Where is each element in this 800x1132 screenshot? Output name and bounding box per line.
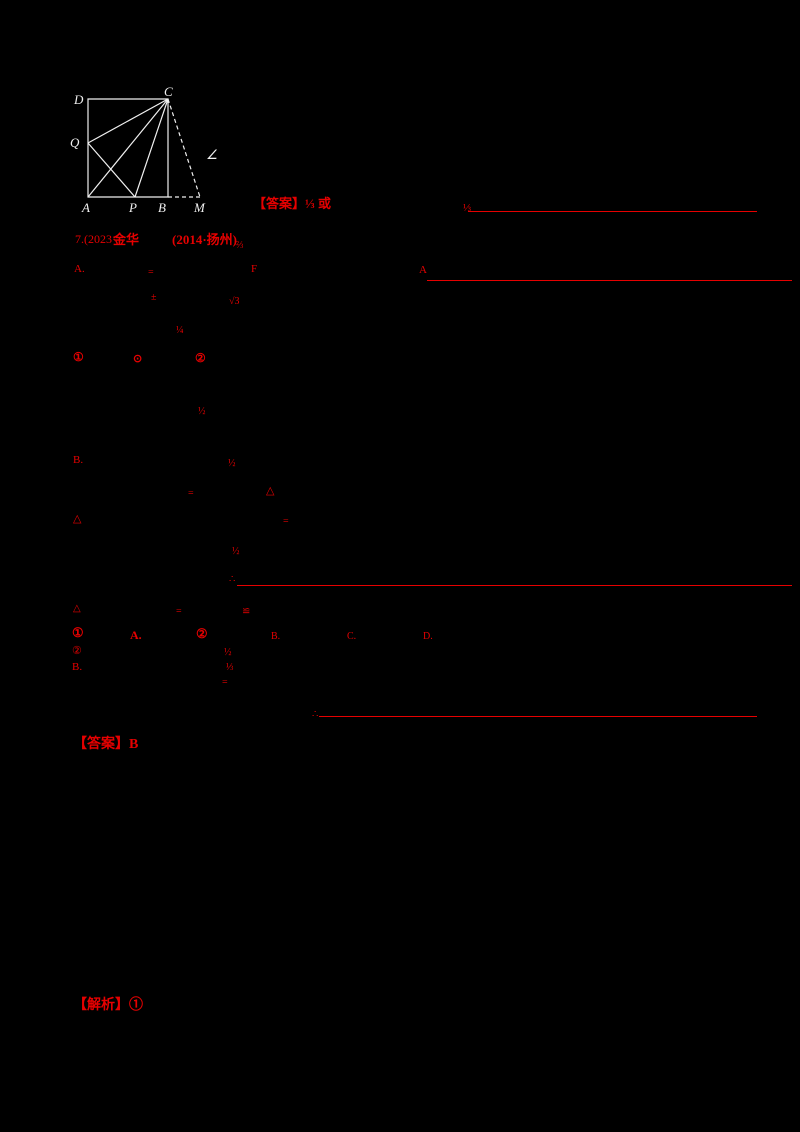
red-underline xyxy=(319,716,757,717)
red-underline xyxy=(427,280,792,281)
figure-lines xyxy=(87,98,201,198)
red-text-fragment: A. xyxy=(74,263,85,275)
red-text-fragment: = xyxy=(188,488,194,499)
red-text-fragment: 【答案】B xyxy=(73,737,139,752)
red-text-fragment: A. xyxy=(130,628,142,642)
red-text-fragment: ∴ xyxy=(229,574,236,585)
red-text-fragment: B. xyxy=(73,454,84,466)
red-text-fragment: A xyxy=(419,264,427,276)
red-text-fragment: ② xyxy=(196,626,208,641)
red-text-fragment: ½ xyxy=(224,647,232,658)
red-text-fragment: D. xyxy=(423,631,433,642)
red-text-fragment: 金华 xyxy=(113,232,140,247)
red-text-fragment: ± xyxy=(151,292,157,303)
segment-QC xyxy=(87,98,169,144)
figure-label-B: B xyxy=(158,200,166,215)
red-text-fragment: F xyxy=(251,263,258,275)
segment-QP xyxy=(87,142,136,198)
figure-label-C: C xyxy=(164,86,173,99)
red-text-fragment: ⅓ xyxy=(226,662,234,673)
red-text-fragment: ② xyxy=(72,645,82,657)
red-text-fragment: ∴ xyxy=(312,709,319,720)
red-text-fragment: ¼ xyxy=(176,325,184,336)
red-text-fragment: (2014·扬州) xyxy=(172,232,237,247)
red-text-fragment: 【解析】① xyxy=(73,998,143,1013)
red-text-fragment: ⊙ xyxy=(133,353,143,365)
segment-CP xyxy=(134,98,169,198)
red-text-fragment: B. xyxy=(72,661,83,673)
segment-CA xyxy=(87,98,169,198)
red-text-fragment: ② xyxy=(195,351,206,365)
red-text-fragment: √3 xyxy=(229,296,240,307)
red-text-fragment: ½ xyxy=(198,406,206,417)
red-text-fragment: = xyxy=(176,606,182,617)
red-text-fragment: △ xyxy=(73,603,81,614)
red-underline xyxy=(237,585,792,586)
figure-label-D: D xyxy=(73,92,84,107)
figure-label-P: P xyxy=(128,200,137,215)
segment-CM-dashed xyxy=(167,98,201,198)
angle-mark: ∠ xyxy=(206,147,218,162)
red-text-fragment: △ xyxy=(73,513,82,525)
red-text-fragment: B. xyxy=(271,631,281,642)
red-text-fragment: = xyxy=(222,677,228,688)
geometry-figure: D C Q A P B M ∠ xyxy=(70,84,225,216)
red-text-fragment: C. xyxy=(347,631,357,642)
red-text-fragment: ① xyxy=(73,350,84,364)
figure-label-M: M xyxy=(193,200,206,215)
red-text-fragment: ⅔ xyxy=(236,240,244,251)
geometry-figure-svg: D C Q A P B M ∠ xyxy=(70,84,218,215)
red-text-fragment: ≌ xyxy=(242,606,251,617)
figure-label-A: A xyxy=(81,200,90,215)
figure-label-Q: Q xyxy=(70,135,80,150)
red-text-fragment: △ xyxy=(266,485,275,497)
red-text-fragment: ½ xyxy=(232,546,240,557)
red-text-fragment: = xyxy=(148,267,154,278)
figure-labels: D C Q A P B M ∠ xyxy=(70,84,218,215)
red-text-fragment: ① xyxy=(72,625,84,640)
red-text-fragment: ½ xyxy=(228,458,236,469)
red-underline xyxy=(468,211,757,212)
red-text-fragment: 【答案】⅓ 或 xyxy=(253,196,332,211)
red-text-fragment: 7.(2023· xyxy=(75,232,116,246)
red-text-fragment: ⅓ xyxy=(463,202,472,214)
red-text-fragment: = xyxy=(283,516,289,527)
